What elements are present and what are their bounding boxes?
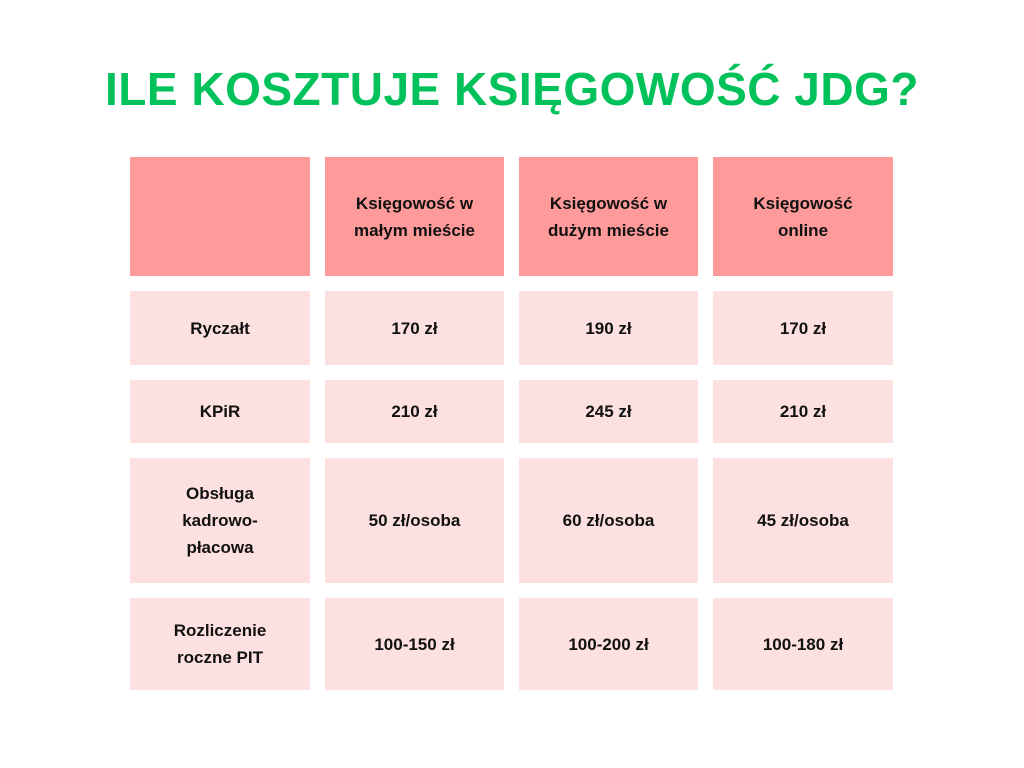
price-cell: 45 zł/osoba bbox=[713, 458, 893, 583]
row-label: KPiR bbox=[130, 380, 310, 443]
price-cell: 245 zł bbox=[519, 380, 698, 443]
price-cell: 210 zł bbox=[325, 380, 504, 443]
price-cell: 60 zł/osoba bbox=[519, 458, 698, 583]
price-cell: 170 zł bbox=[713, 291, 893, 365]
price-cell: 100-180 zł bbox=[713, 598, 893, 690]
row-label: Obsługa kadrowo-płacowa bbox=[130, 458, 310, 583]
row-label: Rozliczenie roczne PIT bbox=[130, 598, 310, 690]
row-label: Ryczałt bbox=[130, 291, 310, 365]
price-cell: 210 zł bbox=[713, 380, 893, 443]
column-header: Księgowość online bbox=[713, 157, 893, 276]
header-corner bbox=[130, 157, 310, 276]
price-cell: 100-200 zł bbox=[519, 598, 698, 690]
column-header: Księgowość w małym mieście bbox=[325, 157, 504, 276]
price-cell: 50 zł/osoba bbox=[325, 458, 504, 583]
column-header: Księgowość w dużym mieście bbox=[519, 157, 698, 276]
price-cell: 170 zł bbox=[325, 291, 504, 365]
price-cell: 190 zł bbox=[519, 291, 698, 365]
price-cell: 100-150 zł bbox=[325, 598, 504, 690]
title: ILE KOSZTUJE KSIĘGOWOŚĆ JDG? bbox=[105, 63, 919, 115]
